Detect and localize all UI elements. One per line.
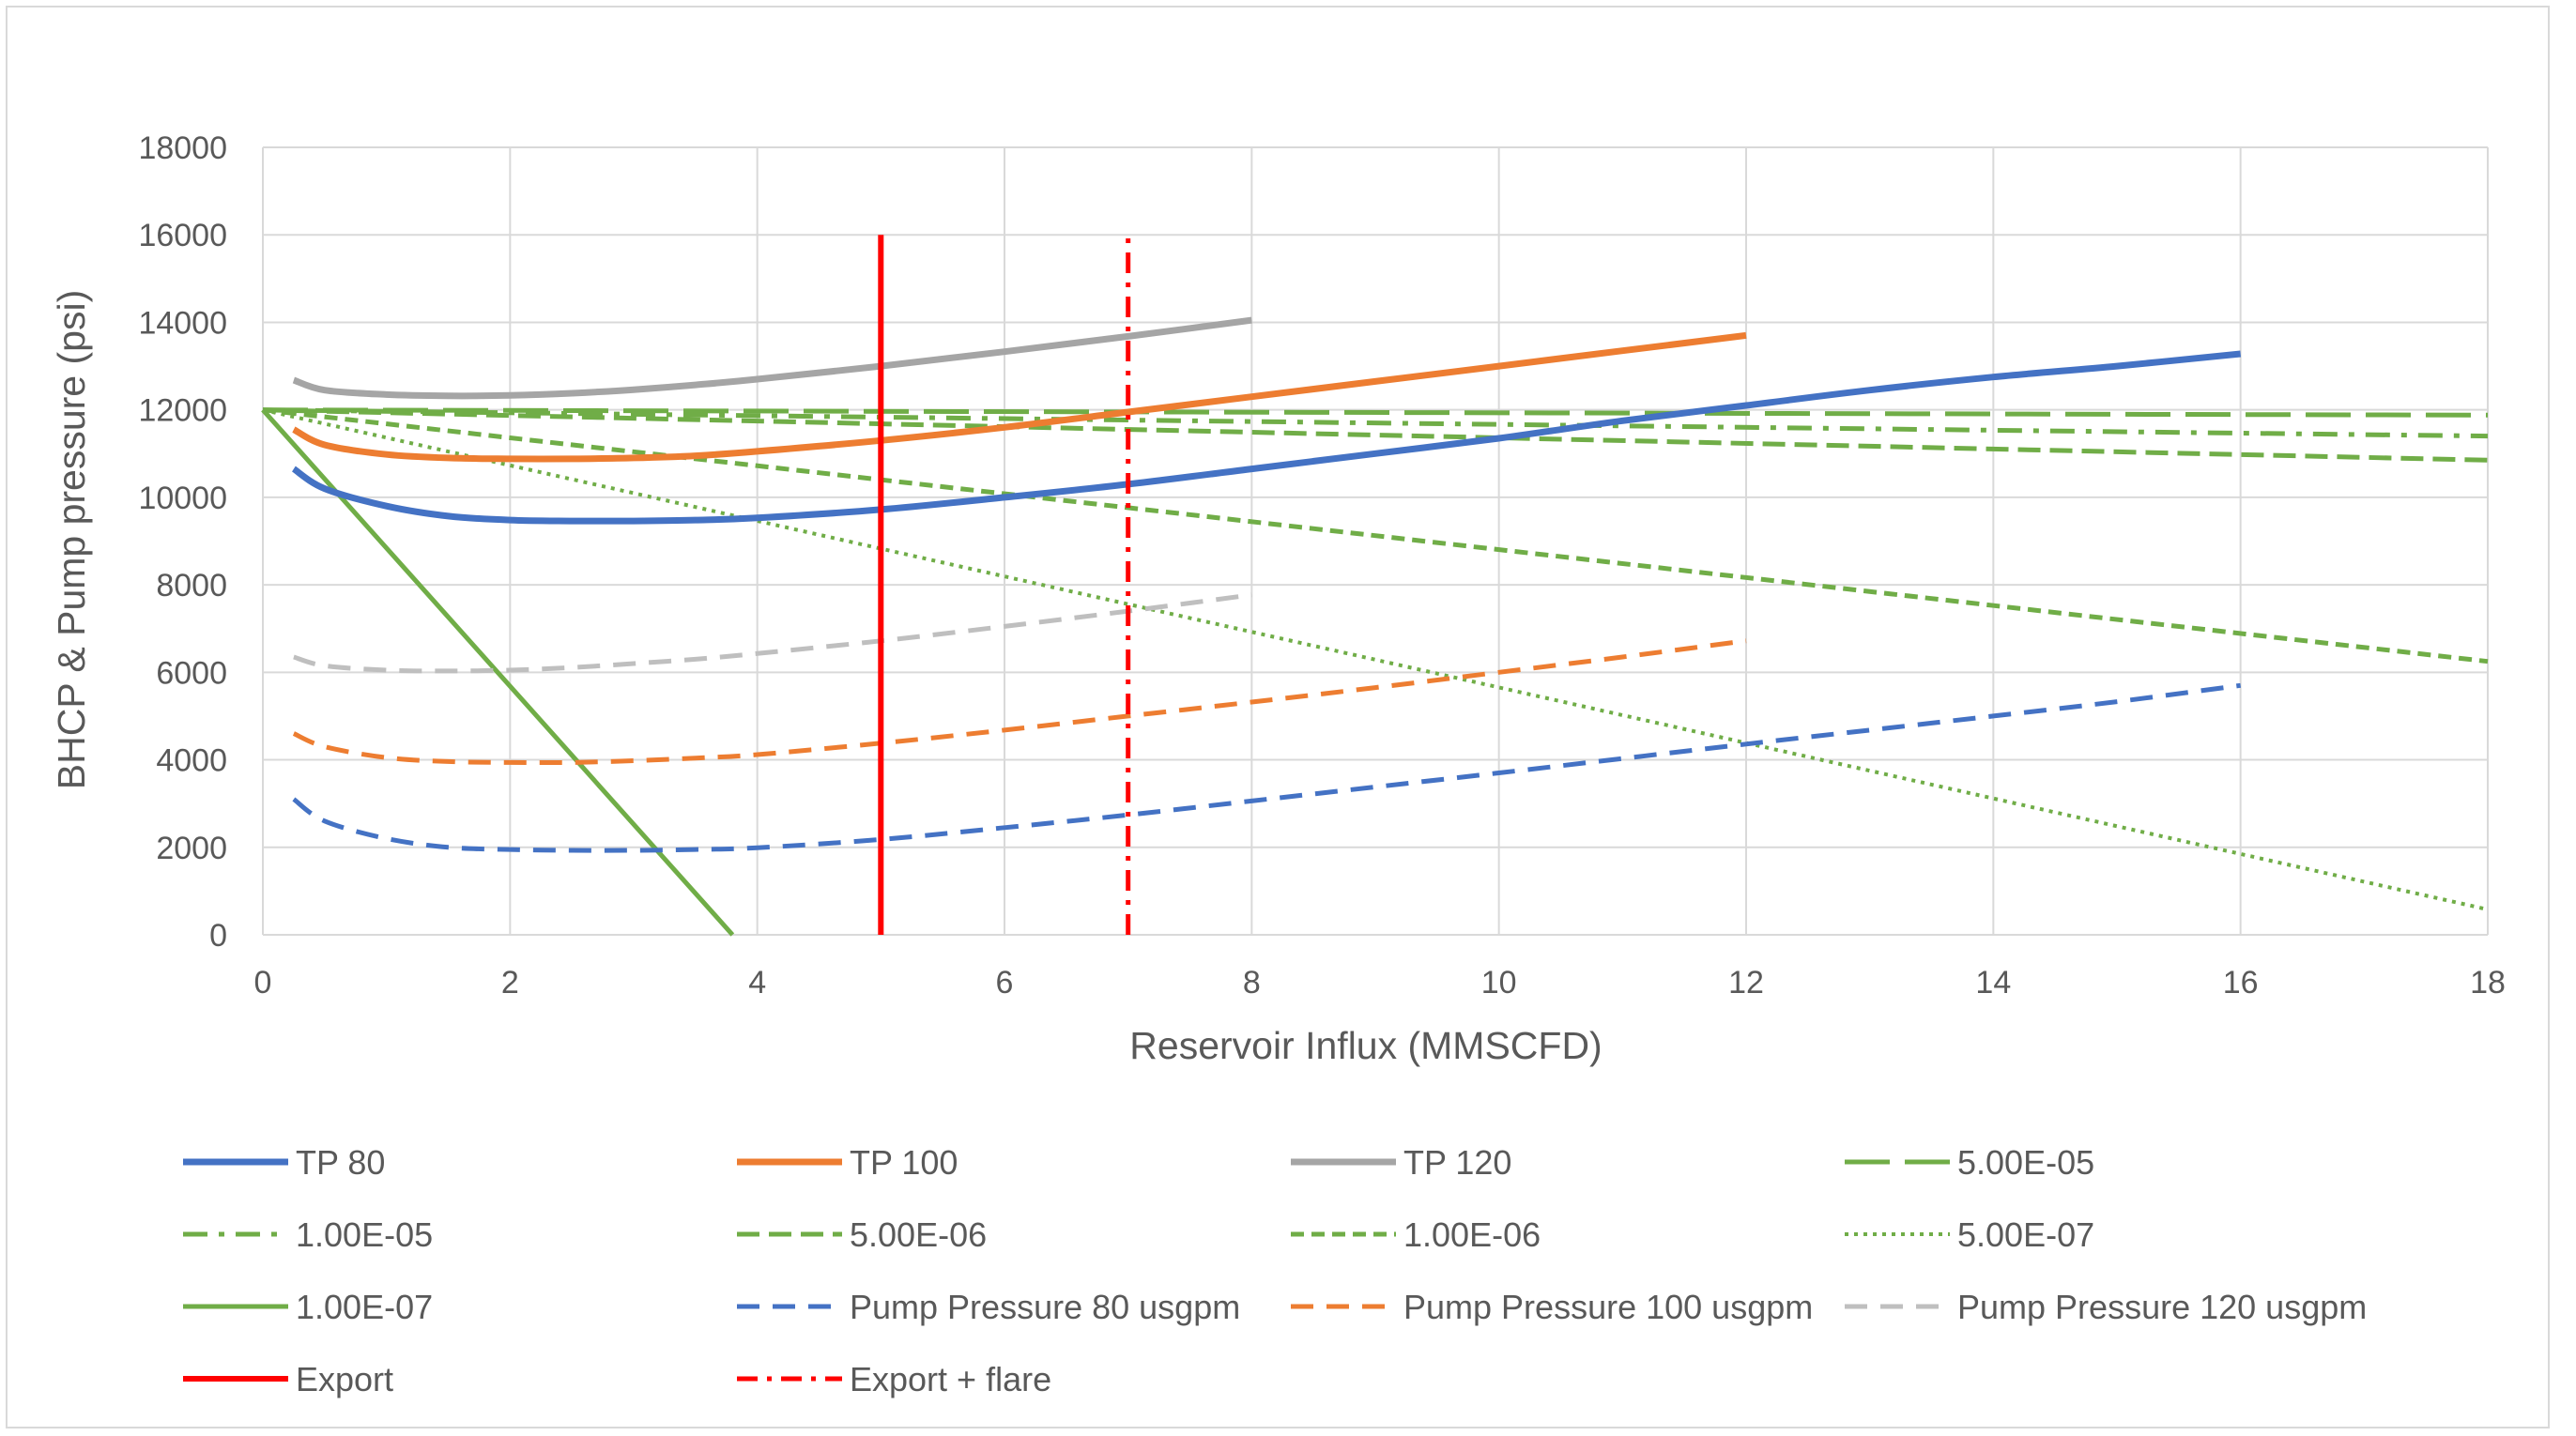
grid: [262, 146, 2489, 936]
legend-label: TP 120: [1403, 1143, 1511, 1182]
legend-item-5-00e-07: 5.00E-07: [1845, 1215, 2094, 1254]
legend-label: TP 100: [850, 1143, 958, 1182]
series-line-pump-pressure-80-usgpm: [292, 682, 2242, 853]
x-axis-tick-labels: 0 2 4 6 8 10 12 14 16 18: [254, 965, 2506, 1001]
x-tick-label: 6: [996, 965, 1014, 1001]
legend-item-1-00e-06: 1.00E-06: [1291, 1215, 1541, 1254]
legend-item-5-00e-06: 5.00E-06: [737, 1215, 987, 1254]
legend-label: 5.00E-05: [1957, 1143, 2094, 1182]
legend-item-tp-80: TP 80: [183, 1143, 385, 1182]
y-tick-label: 12000: [138, 393, 227, 429]
y-tick-label: 18000: [138, 130, 227, 166]
legend-item-pump-pressure-80-usgpm: Pump Pressure 80 usgpm: [737, 1288, 1240, 1326]
legend-item-pump-pressure-100-usgpm: Pump Pressure 100 usgpm: [1291, 1288, 1813, 1326]
y-tick-label: 14000: [138, 305, 227, 341]
legend-label: Export: [296, 1360, 393, 1398]
y-axis-title: BHCP & Pump pressure (psi): [50, 290, 93, 789]
series-line-tp-120: [292, 316, 1252, 400]
legend-item-tp-100: TP 100: [737, 1143, 958, 1182]
legend-label: TP 80: [296, 1143, 385, 1182]
legend-item-1-00e-05: 1.00E-05: [183, 1215, 433, 1254]
series-line-1-00e-06: [262, 407, 2489, 665]
legend-item-pump-pressure-120-usgpm: Pump Pressure 120 usgpm: [1845, 1288, 2367, 1326]
series-lines: [261, 235, 2489, 937]
legend-label: Pump Pressure 120 usgpm: [1957, 1288, 2367, 1326]
legend-label: Pump Pressure 100 usgpm: [1403, 1288, 1813, 1326]
legend-label: 1.00E-05: [296, 1215, 433, 1254]
x-tick-label: 0: [254, 965, 272, 1001]
legend-item-tp-120: TP 120: [1291, 1143, 1511, 1182]
series-line-tp-100: [292, 331, 1747, 463]
series-line-5-00e-06: [262, 407, 2489, 463]
legend-label: 1.00E-06: [1403, 1215, 1541, 1254]
legend-item-1-00e-07: 1.00E-07: [183, 1288, 433, 1326]
legend-label: Export + flare: [850, 1360, 1051, 1398]
y-tick-label: 16000: [138, 218, 227, 253]
x-tick-label: 12: [1728, 965, 1764, 1001]
series-line-1-00e-05: [262, 407, 2489, 439]
legend: TP 80 TP 100 TP 120 5.00E-05 1.00E-05 5.00E-0…: [183, 1143, 2367, 1398]
x-tick-label: 10: [1481, 965, 1517, 1001]
series-line-pump-pressure-100-usgpm: [292, 638, 1747, 766]
x-tick-label: 16: [2223, 965, 2259, 1001]
legend-item-export-flare: Export + flare: [737, 1360, 1051, 1398]
x-tick-label: 2: [501, 965, 519, 1001]
x-axis-title: Reservoir Influx (MMSCFD): [1129, 1024, 1602, 1067]
y-tick-label: 4000: [156, 743, 227, 779]
legend-label: 5.00E-07: [1957, 1215, 2094, 1254]
x-tick-label: 4: [748, 965, 766, 1001]
x-tick-label: 14: [1975, 965, 2011, 1001]
legend-item-export: Export: [183, 1360, 393, 1398]
y-axis-tick-labels: 0 2000 4000 6000 8000 10000 12000 14000 16000 180…: [138, 130, 227, 954]
series-line-5-00e-05: [262, 407, 2489, 418]
y-tick-label: 6000: [156, 655, 227, 691]
x-tick-label: 18: [2470, 965, 2506, 1001]
legend-label: 5.00E-06: [850, 1215, 987, 1254]
legend-label: 1.00E-07: [296, 1288, 433, 1326]
legend-item-5-00e-05: 5.00E-05: [1845, 1143, 2094, 1182]
y-tick-label: 0: [209, 918, 227, 954]
x-tick-label: 8: [1243, 965, 1261, 1001]
series-line-5-00e-07: [262, 407, 2489, 911]
y-tick-label: 2000: [156, 831, 227, 866]
chart-frame: [6, 6, 2550, 1428]
series-line-tp-80: [291, 350, 2242, 525]
y-tick-label: 10000: [138, 481, 227, 516]
legend-label: Pump Pressure 80 usgpm: [850, 1288, 1240, 1326]
y-tick-label: 8000: [156, 568, 227, 603]
